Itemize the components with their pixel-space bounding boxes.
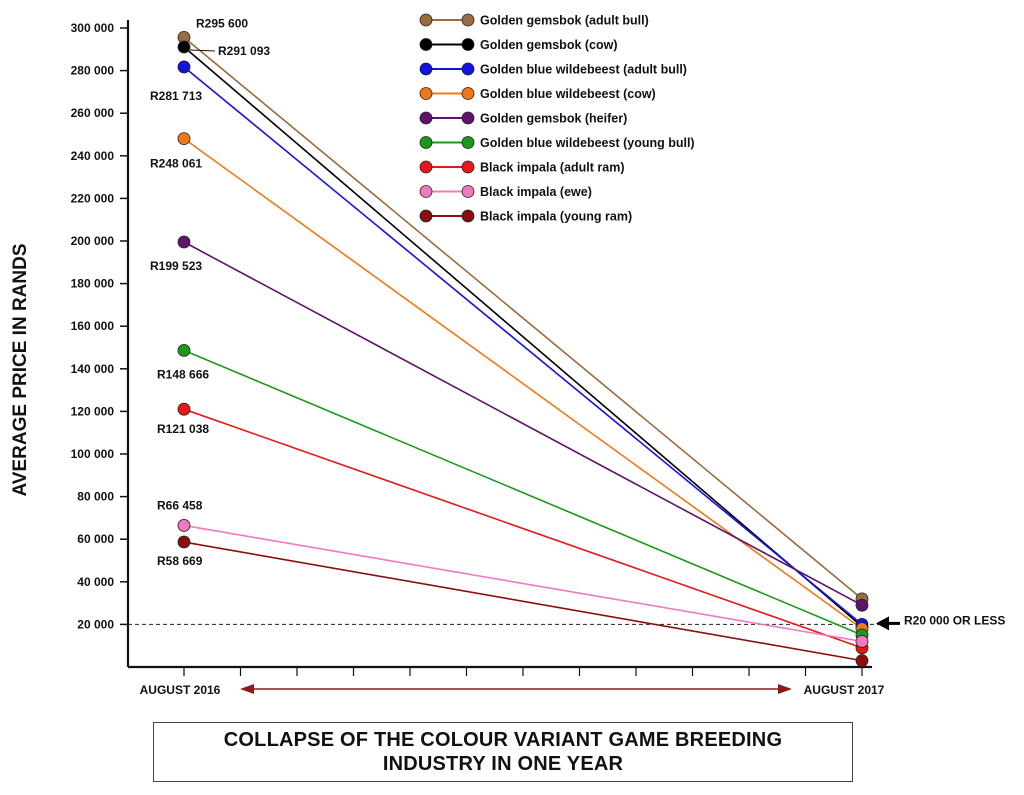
series-line <box>183 66 863 626</box>
legend-marker <box>419 136 433 149</box>
legend-label: Golden blue wildebeest (young bull) <box>480 136 695 150</box>
chart-title-box: COLLAPSE OF THE COLOUR VARIANT GAME BREE… <box>153 722 853 782</box>
legend-marker <box>419 111 433 125</box>
y-tick-label: 100 000 <box>71 447 115 461</box>
x-category-label: AUGUST 2016 <box>140 683 221 697</box>
threshold-arrow-head <box>876 616 889 631</box>
legend-marker <box>461 38 475 51</box>
legend-marker <box>419 13 433 27</box>
data-point <box>177 60 191 74</box>
data-point <box>855 598 869 612</box>
chart-title-line-2: INDUSTRY IN ONE YEAR <box>382 753 624 775</box>
chart-frame <box>126 20 872 669</box>
series-line <box>183 36 863 600</box>
y-axis: 20 000 40 000 60 000 80 000 100 000 120 000 14… <box>71 21 128 631</box>
legend-marker <box>461 160 475 174</box>
y-tick-label: 180 000 <box>71 277 115 291</box>
legend-marker <box>461 111 475 125</box>
data-point <box>177 402 191 416</box>
legend-entry: Black impala (adult ram) <box>419 160 625 175</box>
legend-label: Black impala (adult ram) <box>480 161 625 175</box>
y-tick-label: 260 000 <box>71 106 115 120</box>
data-label: R248 061 <box>150 157 202 171</box>
y-tick-label: 140 000 <box>71 362 115 376</box>
legend-label: Golden blue wildebeest (adult bull) <box>480 63 687 77</box>
legend-label: Golden gemsbok (heifer) <box>480 112 627 126</box>
series-line <box>183 541 863 662</box>
y-tick-label: 280 000 <box>71 64 115 78</box>
data-point <box>855 654 869 668</box>
price-collapse-chart: 20 000 40 000 60 000 80 000 100 000 120 000 14… <box>10 13 1005 698</box>
series-line <box>183 241 863 606</box>
y-axis-label: AVERAGE PRICE IN RANDS <box>10 243 31 496</box>
legend-marker <box>461 185 475 198</box>
data-label: R291 093 <box>218 44 270 58</box>
data-label: R148 666 <box>157 367 209 381</box>
series-lines <box>177 30 869 668</box>
data-point <box>177 519 191 532</box>
legend-entry: Black impala (young ram) <box>419 209 632 224</box>
y-tick-label: 200 000 <box>71 234 115 248</box>
y-tick-label: 120 000 <box>71 404 115 418</box>
y-tick-label: 60 000 <box>77 532 114 546</box>
legend-label: Golden gemsbok (cow) <box>480 38 618 52</box>
legend-marker <box>419 38 433 51</box>
data-point <box>177 40 191 54</box>
legend-entry: Golden blue wildebeest (adult bull) <box>419 62 687 77</box>
data-label: R121 038 <box>157 422 209 436</box>
timeline-arrow-left-head <box>240 684 254 694</box>
legend-marker <box>419 160 433 174</box>
y-tick-label: 240 000 <box>71 149 115 163</box>
data-point <box>177 132 191 146</box>
threshold-marker: R20 000 OR LESS <box>128 613 1005 631</box>
y-tick-label: 160 000 <box>71 319 115 333</box>
legend-label: Black impala (ewe) <box>480 185 592 199</box>
data-point <box>177 235 191 249</box>
series-line <box>183 408 863 649</box>
data-label: R199 523 <box>150 259 202 273</box>
legend-entry: Golden gemsbok (adult bull) <box>419 13 649 28</box>
legend-marker <box>419 209 433 223</box>
legend-marker <box>461 209 475 223</box>
data-label: R58 669 <box>157 554 203 568</box>
legend: Golden gemsbok (adult bull) Golden gemsbo… <box>419 13 695 224</box>
data-label-leader <box>189 49 216 52</box>
y-tick-label: 40 000 <box>77 575 114 589</box>
legend-marker <box>419 62 433 76</box>
threshold-label: R20 000 OR LESS <box>904 613 1005 627</box>
chart-title-line-1: COLLAPSE OF THE COLOUR VARIANT GAME BREE… <box>223 729 783 751</box>
data-label: R66 458 <box>157 498 203 512</box>
timeline-arrow-right-head <box>778 684 792 694</box>
data-label: R281 713 <box>150 89 202 103</box>
y-tick-label: 220 000 <box>71 191 115 205</box>
data-labels: R295 600 R291 093 R281 713 R248 061 R199 523… <box>150 16 270 568</box>
series-line <box>183 524 863 643</box>
series-line <box>183 349 863 636</box>
data-point <box>177 343 191 357</box>
legend-marker <box>461 62 475 76</box>
legend-entry: Golden gemsbok (heifer) <box>419 111 627 126</box>
legend-entry: Golden blue wildebeest (young bull) <box>419 136 695 150</box>
legend-marker <box>461 13 475 27</box>
data-point <box>855 635 869 648</box>
data-point <box>177 535 191 549</box>
legend-entry: Golden blue wildebeest (cow) <box>419 87 656 101</box>
legend-marker <box>461 87 475 100</box>
series-line <box>183 46 863 628</box>
legend-entry: Black impala (ewe) <box>419 185 592 199</box>
legend-marker <box>419 87 433 100</box>
legend-label: Golden gemsbok (adult bull) <box>480 14 649 28</box>
legend-marker <box>419 185 433 198</box>
legend-label: Black impala (young ram) <box>480 210 632 224</box>
y-tick-label: 80 000 <box>77 490 114 504</box>
x-category-label: AUGUST 2017 <box>804 683 885 697</box>
legend-entry: Golden gemsbok (cow) <box>419 38 618 52</box>
series-line <box>183 137 863 630</box>
data-label: R295 600 <box>196 16 248 30</box>
x-axis: AUGUST 2016 AUGUST 2017 <box>140 667 885 697</box>
y-tick-label: 300 000 <box>71 21 115 35</box>
legend-marker <box>461 136 475 149</box>
legend-label: Golden blue wildebeest (cow) <box>480 87 656 101</box>
y-tick-label: 20 000 <box>77 617 114 631</box>
